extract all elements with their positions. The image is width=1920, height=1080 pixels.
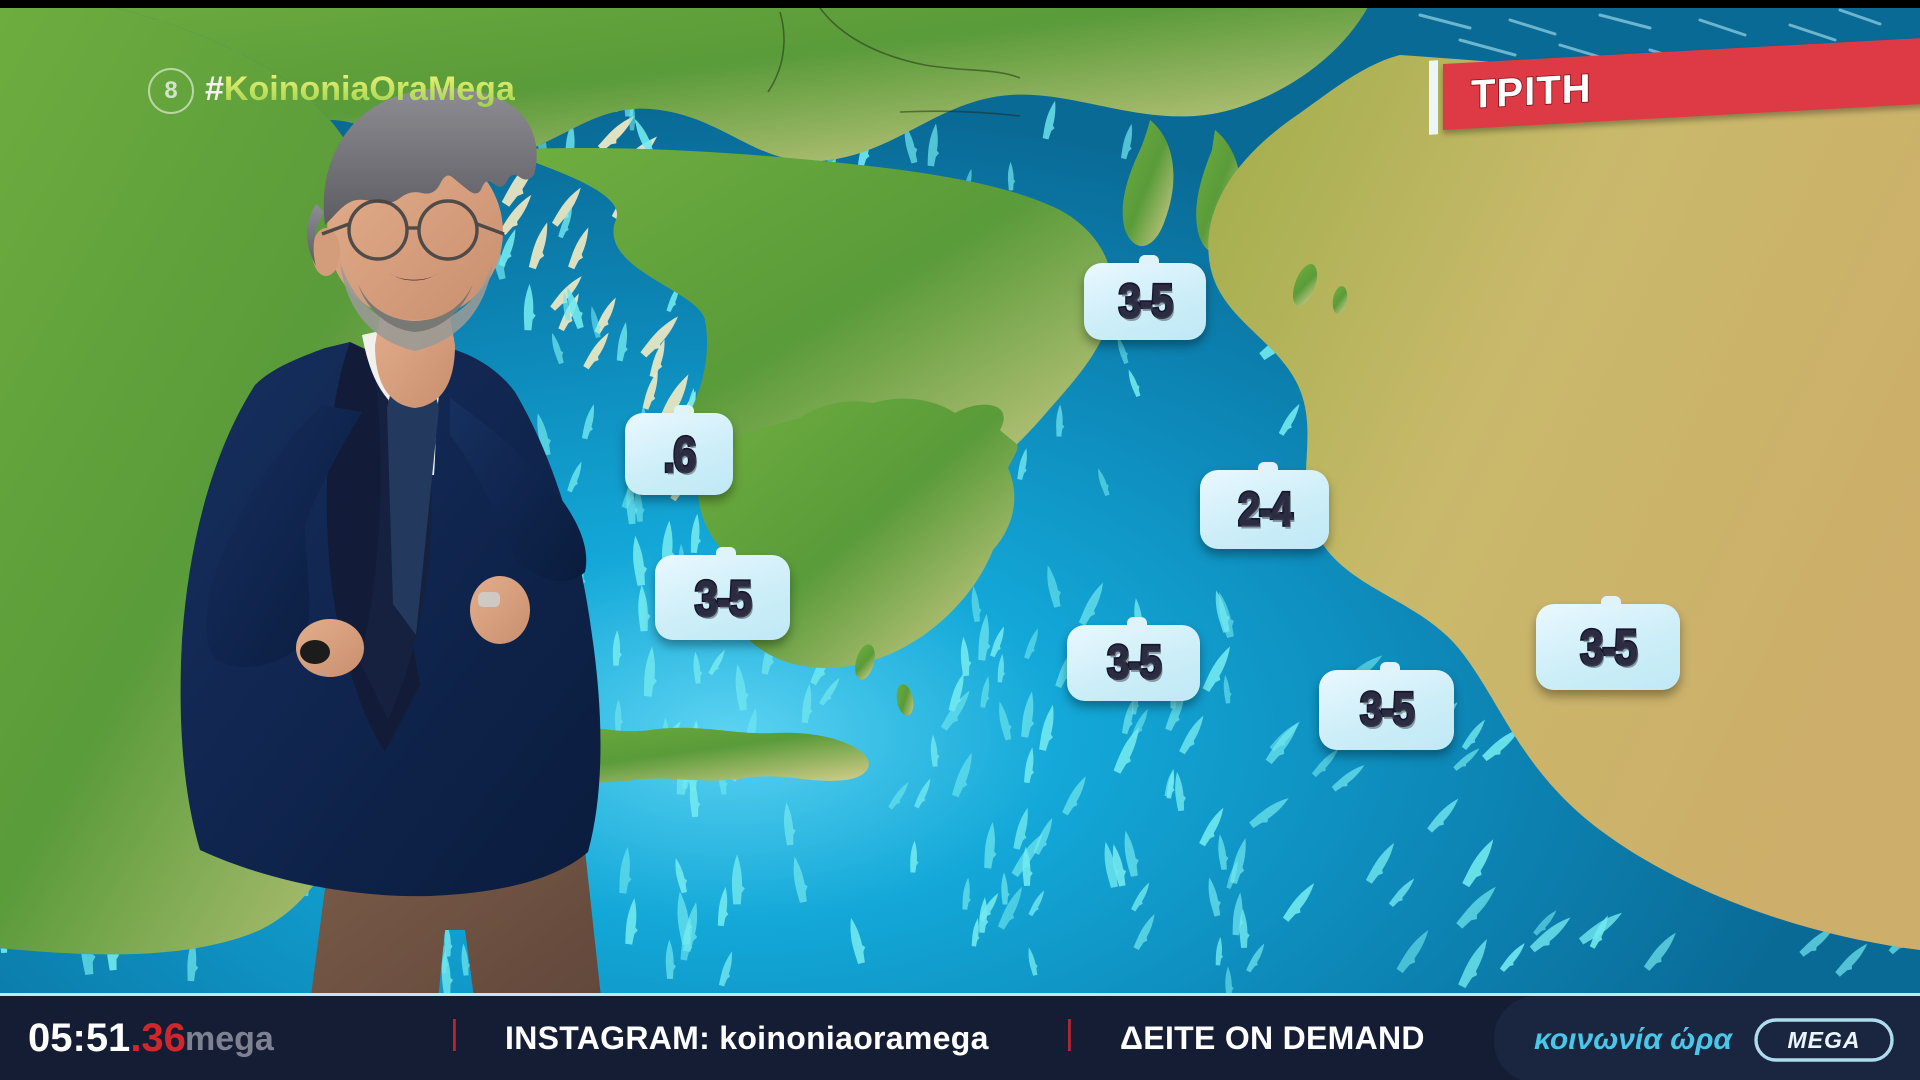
svg-text:MEGA: MEGA (1788, 1027, 1861, 1053)
